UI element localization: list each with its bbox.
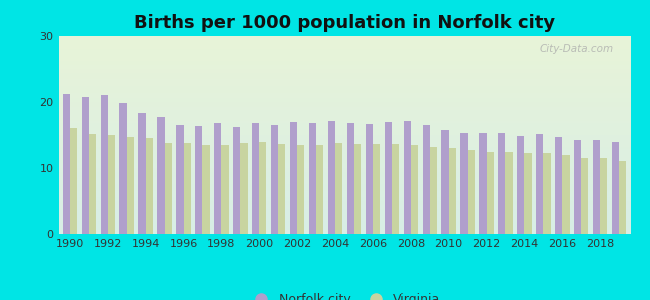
Bar bbox=[214, 123, 222, 234]
Bar bbox=[366, 124, 373, 234]
Bar bbox=[127, 137, 134, 234]
Bar bbox=[619, 161, 627, 234]
Bar bbox=[448, 148, 456, 234]
Bar bbox=[89, 134, 96, 234]
Bar bbox=[506, 152, 513, 234]
Bar bbox=[404, 121, 411, 234]
Bar bbox=[309, 123, 316, 234]
Bar bbox=[62, 94, 70, 234]
Bar bbox=[176, 125, 183, 234]
Bar bbox=[392, 144, 399, 234]
Bar bbox=[157, 116, 164, 234]
Bar bbox=[574, 140, 581, 234]
Bar bbox=[441, 130, 448, 234]
Bar bbox=[487, 152, 494, 234]
Bar bbox=[600, 158, 607, 234]
Bar bbox=[373, 144, 380, 234]
Bar bbox=[195, 126, 202, 234]
Bar bbox=[183, 143, 190, 234]
Bar bbox=[101, 95, 108, 234]
Bar bbox=[460, 133, 467, 234]
Bar bbox=[555, 137, 562, 234]
Bar bbox=[517, 136, 525, 234]
Bar bbox=[536, 134, 543, 234]
Bar bbox=[354, 144, 361, 234]
Bar bbox=[259, 142, 266, 234]
Bar bbox=[479, 133, 487, 234]
Bar bbox=[422, 125, 430, 234]
Bar bbox=[252, 123, 259, 234]
Bar bbox=[430, 147, 437, 234]
Bar bbox=[612, 142, 619, 234]
Bar bbox=[593, 140, 600, 234]
Bar bbox=[297, 145, 304, 234]
Bar bbox=[385, 122, 392, 234]
Bar bbox=[271, 125, 278, 234]
Bar bbox=[146, 138, 153, 234]
Bar bbox=[335, 143, 343, 234]
Bar bbox=[70, 128, 77, 234]
Bar bbox=[120, 103, 127, 234]
Bar bbox=[138, 113, 146, 234]
Text: City-Data.com: City-Data.com bbox=[540, 44, 614, 54]
Bar bbox=[164, 143, 172, 234]
Legend: Norfolk city, Virginia: Norfolk city, Virginia bbox=[244, 288, 445, 300]
Bar bbox=[543, 154, 551, 234]
Bar bbox=[278, 144, 285, 234]
Bar bbox=[233, 127, 240, 234]
Bar bbox=[240, 143, 248, 234]
Bar bbox=[562, 155, 569, 234]
Bar bbox=[290, 122, 297, 234]
Bar bbox=[202, 145, 210, 234]
Bar bbox=[328, 121, 335, 234]
Bar bbox=[581, 158, 588, 234]
Title: Births per 1000 population in Norfolk city: Births per 1000 population in Norfolk ci… bbox=[134, 14, 555, 32]
Bar bbox=[525, 154, 532, 234]
Bar bbox=[346, 123, 354, 234]
Bar bbox=[222, 145, 229, 234]
Bar bbox=[499, 133, 506, 234]
Bar bbox=[82, 97, 89, 234]
Bar bbox=[108, 135, 115, 234]
Bar bbox=[316, 145, 323, 234]
Bar bbox=[411, 145, 418, 234]
Bar bbox=[467, 150, 474, 234]
